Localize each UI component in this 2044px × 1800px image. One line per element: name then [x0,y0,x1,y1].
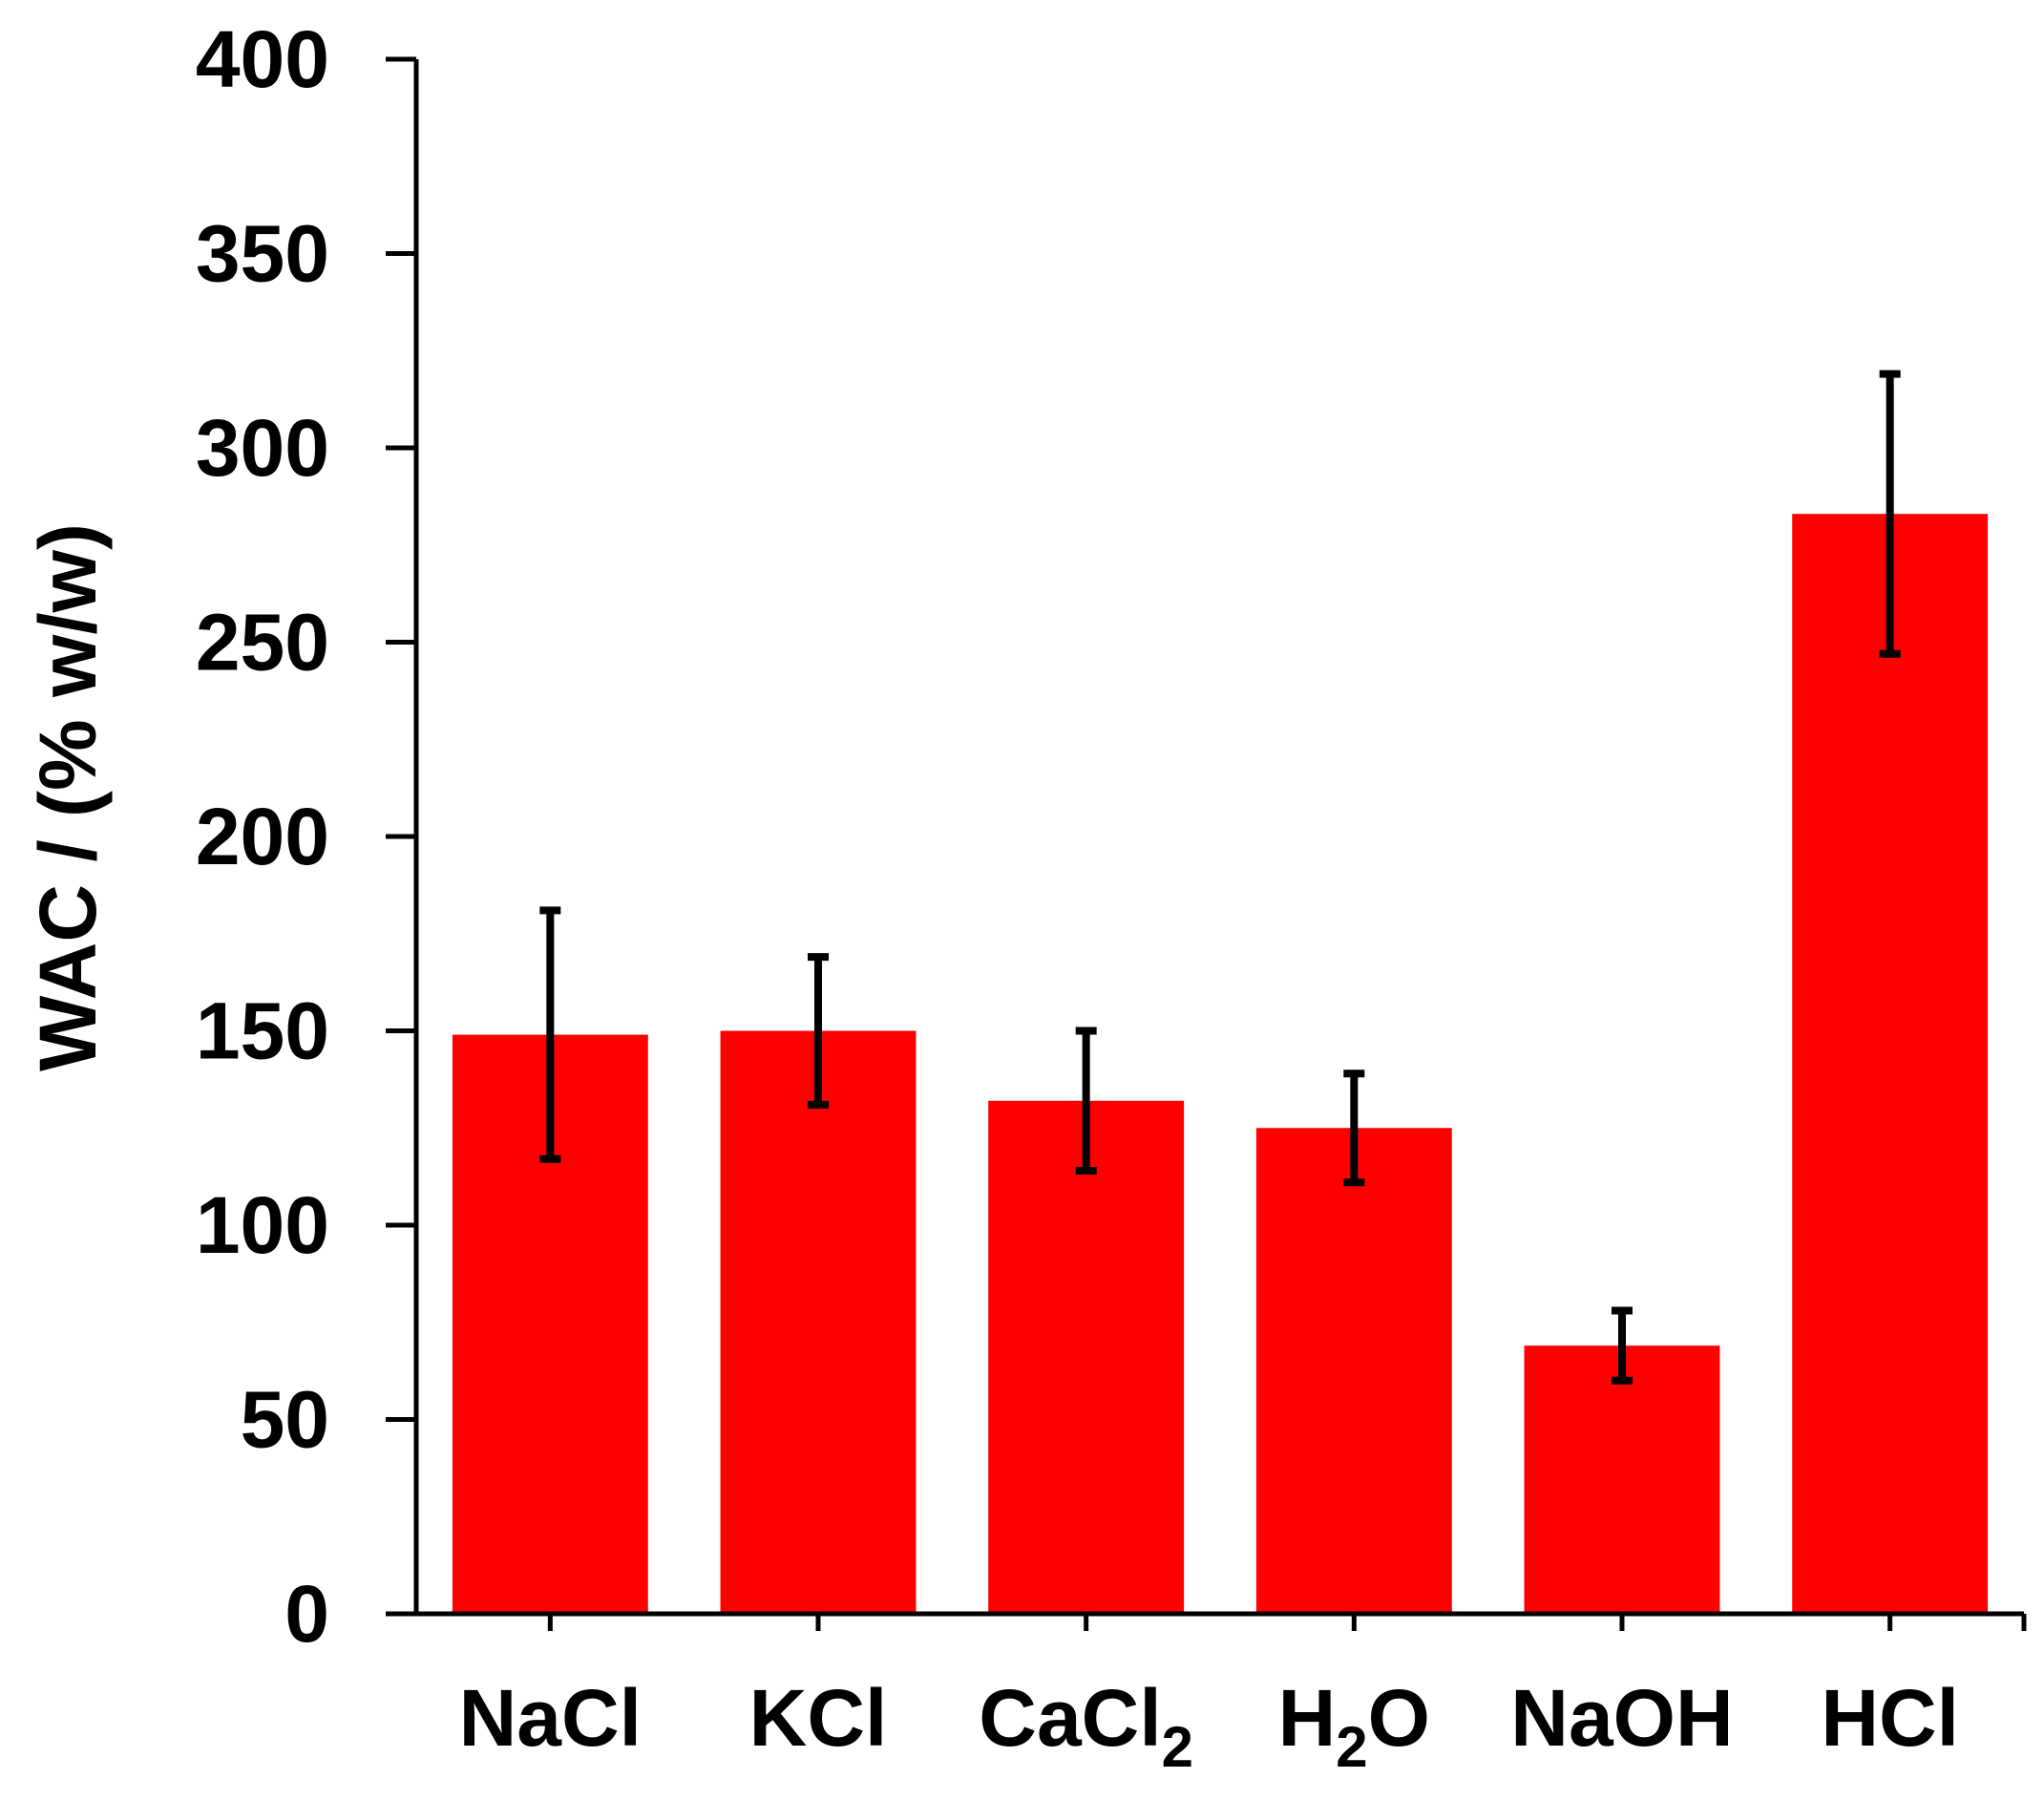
bar-cacl2 [988,1100,1185,1614]
bars-group [452,514,1989,1615]
y-tick-label-50: 50 [241,1375,329,1465]
error-bar-cacl2 [1075,1027,1097,1175]
x-tick-label-nacl: NaCl [459,1673,642,1763]
x-tick-label-hcl: HCl [1821,1673,1959,1763]
bar-h2o [1255,1128,1452,1614]
error-bar-nacl [539,906,561,1163]
x-tick-label-naoh: NaOH [1510,1673,1733,1763]
y-axis-title: WAC / (% w/w) [23,523,113,1071]
axes-group [386,56,2027,1631]
label-base: CaCl [979,1673,1161,1763]
y-tick-label-100: 100 [196,1180,329,1270]
label-subscript: 2 [1162,1715,1193,1779]
label-subscript: 2 [1336,1715,1367,1779]
label-base: NaOH [1510,1673,1733,1763]
error-bar-h2o [1343,1069,1365,1187]
bar-kcl [720,1030,917,1614]
label-base: H [1278,1673,1337,1763]
y-tick-label-400: 400 [196,14,329,104]
error-bars-group [539,370,1901,1385]
error-bar-kcl [808,953,829,1109]
label-base: HCl [1821,1673,1959,1763]
bar-naoh [1524,1345,1720,1614]
bar-hcl [1792,514,1989,1615]
x-tick-label-kcl: KCl [749,1673,888,1763]
x-tick-label-h2o: H2O [1278,1673,1430,1779]
label-base: NaCl [459,1673,642,1763]
y-tick-label-300: 300 [196,403,329,493]
error-bar-hcl [1879,370,1901,658]
y-tick-label-250: 250 [196,598,329,688]
x-tick-label-cacl2: CaCl2 [979,1673,1193,1779]
y-tick-label-0: 0 [284,1569,329,1659]
y-tick-label-200: 200 [196,792,329,881]
label-tail: O [1368,1673,1430,1763]
labels-group: NaCl KCl CaCl2 H2O NaOH HCl050100150200250300… [196,14,1959,1779]
label-base: KCl [749,1673,888,1763]
y-tick-label-150: 150 [196,986,329,1076]
error-bar-naoh [1612,1306,1633,1385]
y-tick-label-350: 350 [196,209,329,299]
